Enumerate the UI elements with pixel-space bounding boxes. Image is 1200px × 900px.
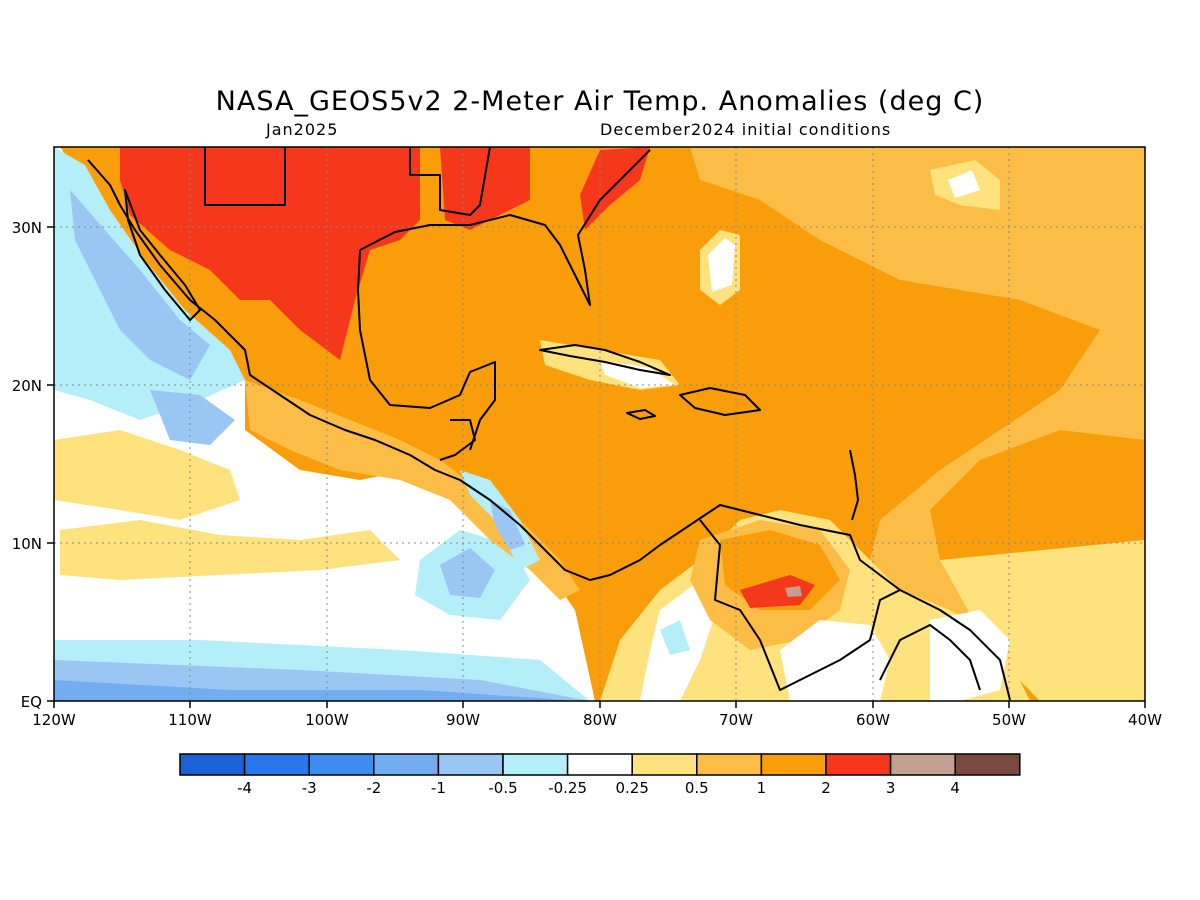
colorbar-swatch <box>437 753 504 776</box>
colorbar-label: -0.5 <box>488 779 517 797</box>
border-us-states <box>409 147 491 216</box>
coastline-baja <box>124 189 201 321</box>
field-atlantic-neutral-north <box>948 170 980 198</box>
colorbar-swatch <box>889 753 956 776</box>
field-venezuela-strong-warm <box>740 575 815 608</box>
colorbar-swatch <box>631 753 698 776</box>
colorbar-label: 2 <box>821 779 831 797</box>
colorbar-label: -0.25 <box>548 779 587 797</box>
colorbar-swatch <box>243 753 310 776</box>
field-pacific-cool-3 <box>440 548 495 598</box>
colorbar-swatch <box>179 753 246 776</box>
y-tick-20n: 20N <box>12 377 42 395</box>
field-venezuela-extreme <box>785 586 802 597</box>
coastline-lesser-antilles <box>849 449 859 521</box>
x-tick-120w: 120W <box>32 711 76 729</box>
field-us-gulf-strong-warm <box>440 147 530 230</box>
colorbar-label: -2 <box>366 779 381 797</box>
field-colombia-slight-cool <box>660 620 690 655</box>
field-pacific-cool-2 <box>150 390 235 445</box>
field-guianas-neutral <box>930 610 1010 701</box>
anomaly-field <box>54 147 1145 701</box>
y-tick-30n: 30N <box>12 219 42 237</box>
coastline-mexico-gulf <box>357 249 496 451</box>
colorbar-swatch <box>696 753 763 776</box>
graticule <box>54 147 1145 701</box>
colorbar-swatch <box>954 753 1021 776</box>
coastline-gulf-atlantic <box>359 149 651 306</box>
coastline-jamaica <box>626 409 656 420</box>
initial-conditions: December2024 initial conditions <box>600 120 892 139</box>
colorbar-swatch <box>566 753 633 776</box>
coastline-pacific-caribbean <box>87 159 1011 701</box>
x-tick-80w: 80W <box>583 711 617 729</box>
field-caribbean-warm <box>595 430 690 510</box>
x-tick-70w: 70W <box>719 711 753 729</box>
x-tick-90w: 90W <box>446 711 480 729</box>
field-pacific-weak-warm <box>54 430 240 520</box>
x-tick-50w: 50W <box>992 711 1026 729</box>
coastline-cuba <box>539 344 671 376</box>
border-guatemala <box>439 419 476 461</box>
colorbar-label: -3 <box>302 779 317 797</box>
x-tick-110w: 110W <box>168 711 212 729</box>
x-tick-40w: 40W <box>1128 711 1162 729</box>
field-equatorial-cold <box>54 680 580 701</box>
colorbar-swatch <box>502 753 569 776</box>
field-pacific-weak-warm-2 <box>60 520 400 580</box>
colorbar: -4 -3 -2 -1 -0.5 -0.25 0.25 0.5 1 2 3 4 <box>179 753 1021 797</box>
field-atlantic-weak <box>940 540 1145 701</box>
colorbar-label: -1 <box>431 779 446 797</box>
border-us-mexico <box>204 147 286 206</box>
colorbar-swatch <box>308 753 375 776</box>
x-tick-60w: 60W <box>856 711 890 729</box>
axis-ticks <box>47 226 1146 708</box>
field-pacific-cool <box>70 190 210 380</box>
field-cuba-neutral <box>600 360 675 388</box>
colorbar-label: 0.5 <box>685 779 709 797</box>
map-title: NASA_GEOS5v2 2-Meter Air Temp. Anomalies… <box>215 86 985 117</box>
field-atlantic-neutral-west <box>708 238 735 292</box>
y-tick-10n: 10N <box>12 535 42 553</box>
field-central-america-cool <box>490 500 525 550</box>
coastlines <box>87 147 1011 701</box>
x-tick-100w: 100W <box>305 711 349 729</box>
colorbar-swatch <box>373 753 440 776</box>
coastline-hispaniola <box>679 387 761 416</box>
field-mexico-strong-warm <box>120 147 420 360</box>
border-guianas <box>879 624 981 691</box>
colorbar-label: 4 <box>950 779 960 797</box>
y-tick-labels: EQ 10N 20N 30N <box>12 219 42 711</box>
field-central-america-moderate <box>245 380 580 600</box>
y-tick-eq: EQ <box>21 693 42 711</box>
colorbar-label: 0.25 <box>615 779 648 797</box>
field-brazil-neutral <box>780 620 890 701</box>
forecast-month: Jan2025 <box>266 120 339 139</box>
x-tick-labels: 120W 110W 100W 90W 80W 70W 60W 50W 40W <box>32 711 1162 729</box>
border-venezuela-colombia <box>699 519 901 691</box>
field-atlantic-moderate <box>690 147 1145 701</box>
colorbar-swatch <box>825 753 892 776</box>
colorbar-label: 3 <box>886 779 896 797</box>
colorbar-label: -4 <box>237 779 252 797</box>
colorbar-label: 1 <box>757 779 767 797</box>
colorbar-swatch <box>760 753 827 776</box>
